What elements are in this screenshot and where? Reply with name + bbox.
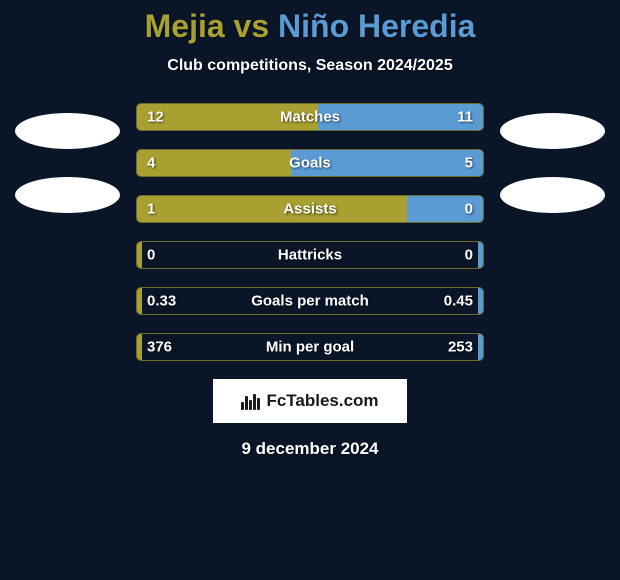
branding-text: FcTables.com bbox=[266, 391, 378, 411]
stat-row: Matches 12 11 bbox=[136, 103, 484, 131]
comparison-infographic: Mejia vs Niño Heredia Club competitions,… bbox=[0, 0, 620, 580]
stat-label: Hattricks bbox=[278, 247, 342, 264]
stat-value-left: 0 bbox=[147, 247, 155, 264]
stat-row: Goals 4 5 bbox=[136, 149, 484, 177]
club-logo-placeholder bbox=[500, 177, 605, 213]
stat-label: Assists bbox=[283, 201, 336, 218]
stat-value-left: 1 bbox=[147, 201, 155, 218]
date-text: 9 december 2024 bbox=[241, 439, 378, 459]
bar-right-fill bbox=[478, 334, 483, 360]
branding-badge: FcTables.com bbox=[213, 379, 406, 423]
bar-left-fill bbox=[137, 196, 407, 222]
left-logos bbox=[15, 103, 120, 213]
club-logo-placeholder bbox=[15, 177, 120, 213]
bar-right-fill bbox=[478, 288, 483, 314]
stat-label: Goals bbox=[289, 155, 331, 172]
stat-value-left: 0.33 bbox=[147, 293, 176, 310]
vs-text: vs bbox=[234, 8, 270, 44]
stat-value-right: 0.45 bbox=[444, 293, 473, 310]
chart-area: Matches 12 11 Goals 4 5 Assists 1 0 Hattricks 0 0 Go… bbox=[0, 103, 620, 361]
right-logos bbox=[500, 103, 605, 213]
stat-value-left: 4 bbox=[147, 155, 155, 172]
bar-left-fill bbox=[137, 150, 291, 176]
player1-name: Mejia bbox=[145, 8, 225, 44]
page-title: Mejia vs Niño Heredia bbox=[145, 8, 476, 45]
branding-chart-icon bbox=[241, 392, 260, 410]
stat-value-right: 253 bbox=[448, 339, 473, 356]
stat-bars: Matches 12 11 Goals 4 5 Assists 1 0 Hattricks 0 0 Go… bbox=[136, 103, 484, 361]
stat-value-right: 5 bbox=[465, 155, 473, 172]
stat-row: Goals per match 0.33 0.45 bbox=[136, 287, 484, 315]
stat-value-right: 0 bbox=[465, 201, 473, 218]
bar-right-fill bbox=[478, 242, 483, 268]
subtitle: Club competitions, Season 2024/2025 bbox=[167, 57, 452, 75]
stat-label: Matches bbox=[280, 109, 340, 126]
stat-row: Hattricks 0 0 bbox=[136, 241, 484, 269]
stat-row: Assists 1 0 bbox=[136, 195, 484, 223]
stat-value-left: 376 bbox=[147, 339, 172, 356]
club-logo-placeholder bbox=[15, 113, 120, 149]
player2-name: Niño Heredia bbox=[278, 8, 475, 44]
stat-value-right: 11 bbox=[457, 109, 473, 126]
club-logo-placeholder bbox=[500, 113, 605, 149]
stat-value-right: 0 bbox=[465, 247, 473, 264]
stat-row: Min per goal 376 253 bbox=[136, 333, 484, 361]
stat-value-left: 12 bbox=[147, 109, 164, 126]
stat-label: Goals per match bbox=[251, 293, 369, 310]
stat-label: Min per goal bbox=[266, 339, 354, 356]
